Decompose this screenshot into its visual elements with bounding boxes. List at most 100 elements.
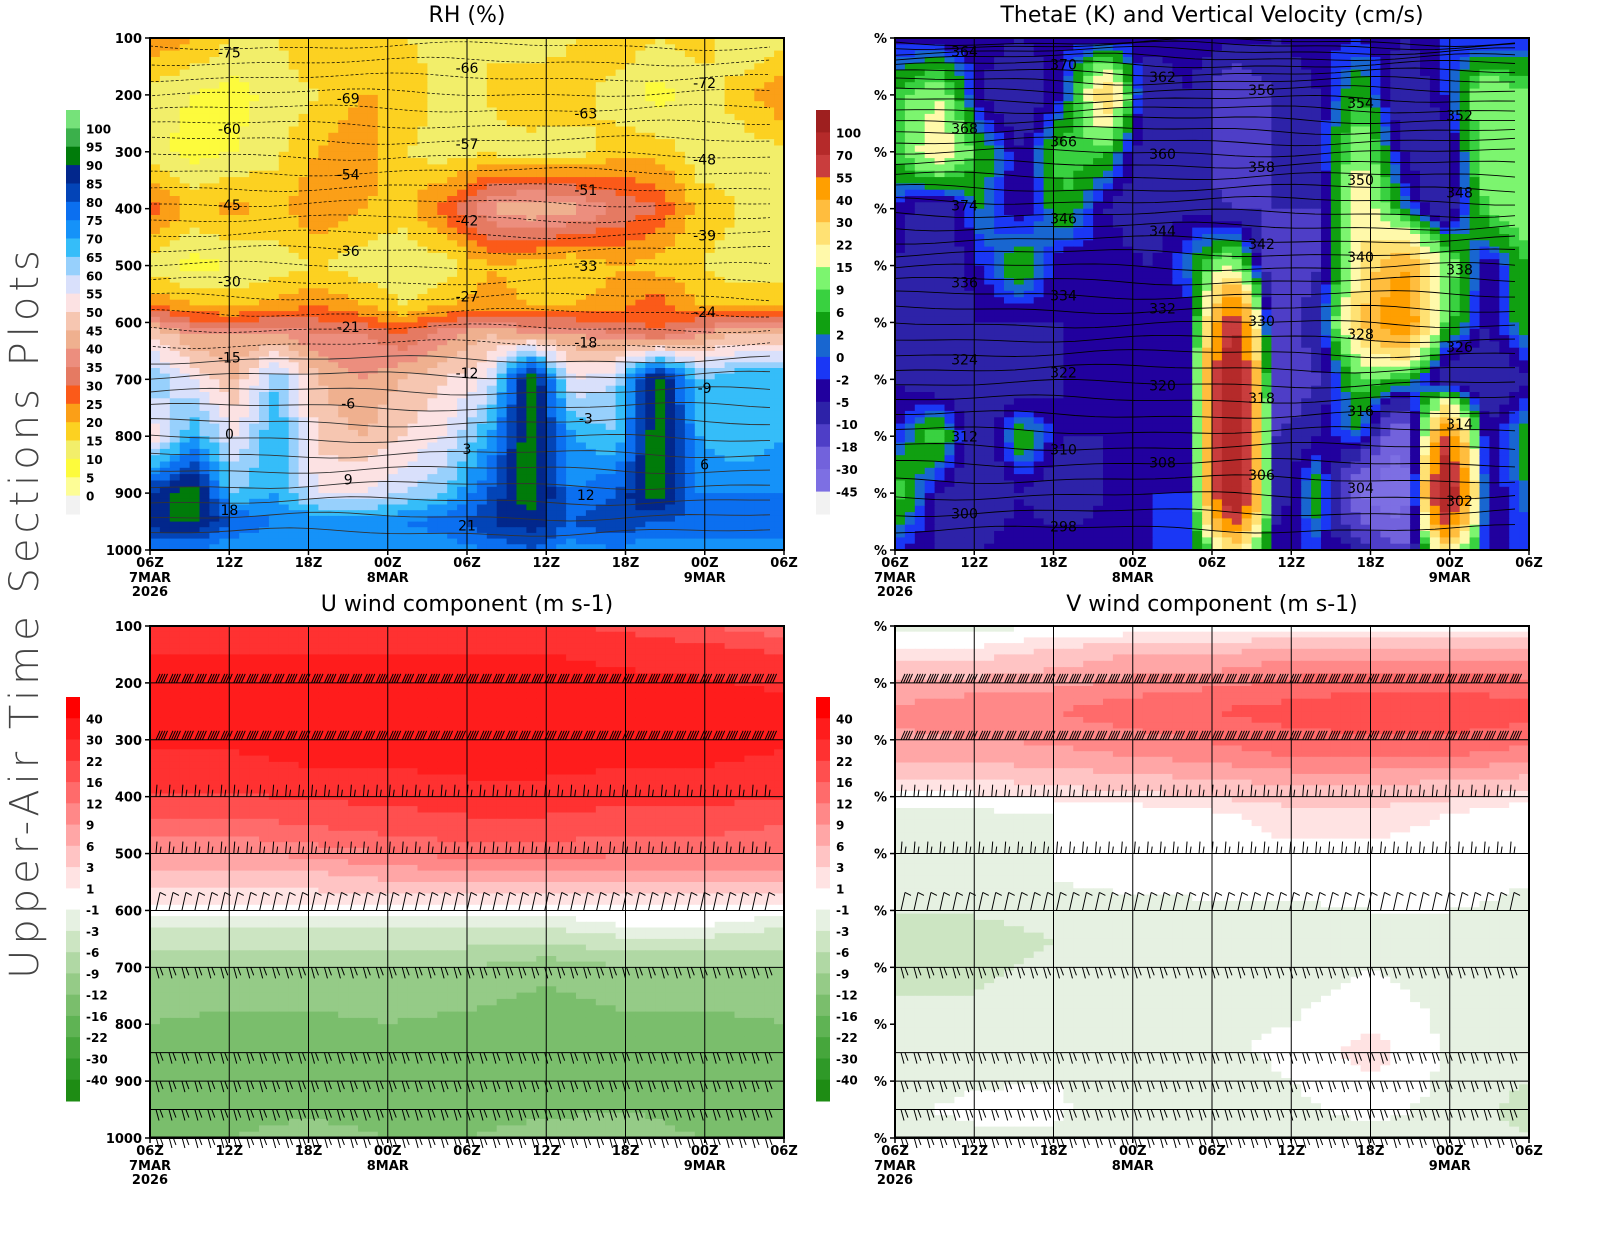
field-cell — [189, 350, 201, 358]
field-cell — [457, 94, 468, 102]
field-cell — [635, 227, 646, 235]
field-cell — [556, 305, 567, 312]
field-cell — [358, 404, 369, 412]
field-cell — [774, 252, 784, 260]
field-cell — [219, 448, 230, 456]
field-cell — [774, 246, 784, 254]
field-cell — [467, 436, 478, 444]
field-cell — [427, 322, 438, 329]
field-cell — [694, 410, 706, 418]
field-cell — [437, 305, 448, 312]
field-cell — [744, 423, 755, 431]
field-cell — [377, 493, 389, 500]
field-cell — [407, 373, 419, 380]
field-cell — [169, 208, 181, 216]
field-cell — [447, 316, 458, 324]
field-cell — [684, 362, 696, 369]
field-cell — [150, 305, 161, 312]
field-cell — [179, 252, 191, 260]
field-cell — [744, 282, 755, 289]
field-cell — [358, 467, 369, 475]
field-cell — [437, 423, 448, 431]
field-cell — [744, 480, 755, 488]
field-cell — [635, 240, 646, 248]
field-cell — [536, 38, 547, 45]
field-cell — [328, 271, 339, 278]
field-cell — [159, 69, 171, 77]
field-cell — [308, 423, 319, 431]
field-cell — [764, 259, 775, 267]
field-cell — [150, 368, 161, 375]
field-cell — [417, 50, 428, 58]
field-cell — [645, 246, 656, 254]
field-cell — [199, 322, 210, 329]
field-cell — [724, 474, 736, 481]
field-cell — [625, 322, 636, 329]
field-cell — [585, 189, 597, 197]
field-cell — [338, 305, 349, 312]
field-cell — [348, 345, 359, 352]
field-cell — [566, 215, 577, 222]
field-cell — [496, 75, 508, 83]
field-cell — [754, 504, 765, 511]
field-cell — [595, 170, 607, 178]
field-cell — [298, 57, 310, 64]
field-cell — [665, 480, 676, 488]
field-cell — [308, 448, 319, 456]
field-cell — [724, 392, 736, 399]
field-cell — [308, 227, 319, 235]
field-cell — [754, 101, 765, 109]
field-cell — [704, 461, 716, 469]
field-cell — [377, 417, 389, 425]
field-cell — [546, 177, 557, 184]
field-cell — [645, 151, 656, 159]
field-cell — [694, 265, 706, 272]
field-cell — [348, 493, 359, 500]
field-cell — [615, 379, 627, 387]
field-cell — [556, 126, 567, 134]
field-cell — [714, 265, 726, 272]
field-cell — [704, 221, 716, 229]
field-cell — [556, 299, 567, 306]
field-cell — [437, 294, 448, 301]
field-cell — [397, 448, 409, 456]
field-cell — [536, 126, 547, 134]
field-cell — [744, 120, 755, 128]
field-cell — [675, 282, 686, 289]
field-cell — [655, 322, 666, 329]
field-cell — [169, 246, 181, 254]
field-cell — [397, 240, 409, 248]
field-cell — [179, 145, 191, 153]
field-cell — [437, 50, 448, 58]
field-cell — [268, 145, 280, 153]
field-cell — [249, 132, 260, 140]
field-cell — [159, 82, 171, 90]
field-cell — [605, 94, 617, 102]
field-cell — [268, 467, 280, 475]
field-cell — [318, 288, 329, 295]
field-cell — [566, 474, 577, 481]
field-cell — [377, 455, 389, 463]
field-cell — [209, 504, 220, 511]
field-cell — [566, 436, 577, 444]
field-cell — [467, 448, 478, 456]
field-cell — [615, 265, 627, 272]
field-cell — [417, 493, 428, 500]
field-cell — [239, 88, 250, 96]
field-cell — [328, 107, 339, 115]
field-cell — [268, 132, 280, 140]
field-cell — [764, 455, 775, 463]
field-cell — [585, 139, 597, 146]
field-cell — [536, 333, 547, 341]
field-cell — [734, 107, 745, 115]
field-cell — [199, 44, 210, 52]
field-cell — [209, 208, 220, 216]
field-cell — [566, 461, 577, 469]
field-cell — [744, 448, 755, 456]
field-cell — [506, 120, 518, 128]
field-cell — [576, 215, 587, 222]
field-cell — [605, 265, 617, 272]
field-cell — [189, 436, 201, 444]
field-cell — [268, 379, 280, 387]
field-cell — [774, 493, 784, 500]
